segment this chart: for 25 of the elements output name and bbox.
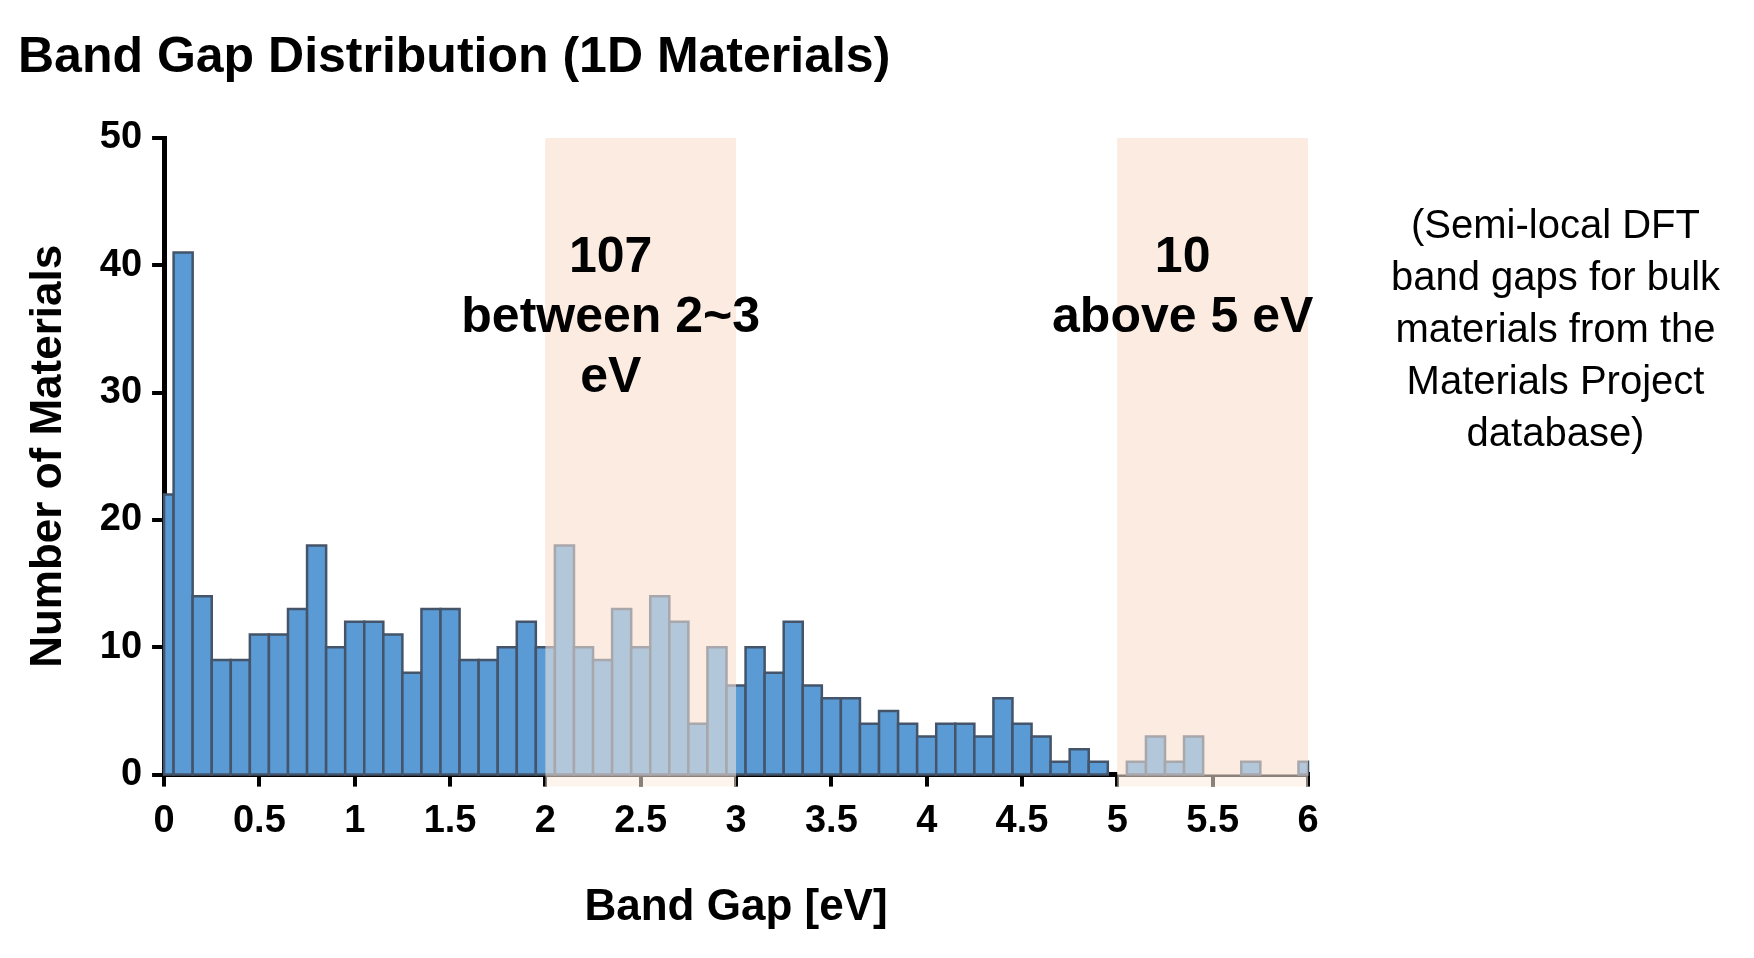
x-tick-label: 5.5 [1186, 797, 1240, 840]
chart-title: Band Gap Distribution (1D Materials) [18, 26, 891, 83]
x-tick-label: 1 [344, 797, 366, 840]
y-tick-label: 30 [99, 369, 143, 412]
text: (Semi-local DFT band gaps for bulk materials from the Materials Project database) [1389, 201, 1722, 456]
x-tick-label: 2 [534, 797, 556, 840]
x-tick-label: 1.5 [423, 797, 477, 840]
x-tick-label: 3 [725, 797, 747, 840]
x-axis-title: Band Gap [eV] [584, 879, 888, 929]
band-label: 107 between 2~3 eV [461, 226, 761, 403]
x-tick-label: 4 [916, 797, 938, 840]
x-tick-label: 2.5 [614, 797, 668, 840]
y-tick-label: 0 [120, 751, 143, 794]
y-tick-label: 10 [99, 623, 143, 666]
x-tick-label: 0 [153, 797, 175, 840]
x-tick-label: 4.5 [995, 797, 1049, 840]
band-label: 10 above 5 eV [1052, 226, 1314, 343]
x-tick-label: 3.5 [804, 797, 858, 840]
x-tick-label: 6 [1297, 797, 1319, 840]
x-tick-label: 5 [1106, 797, 1128, 840]
y-tick-label: 40 [99, 241, 143, 284]
y-tick-label: 20 [99, 496, 143, 539]
y-axis-title: Number of Materials [20, 244, 70, 668]
y-tick-label: 50 [99, 114, 143, 157]
x-tick-label: 0.5 [232, 797, 286, 840]
